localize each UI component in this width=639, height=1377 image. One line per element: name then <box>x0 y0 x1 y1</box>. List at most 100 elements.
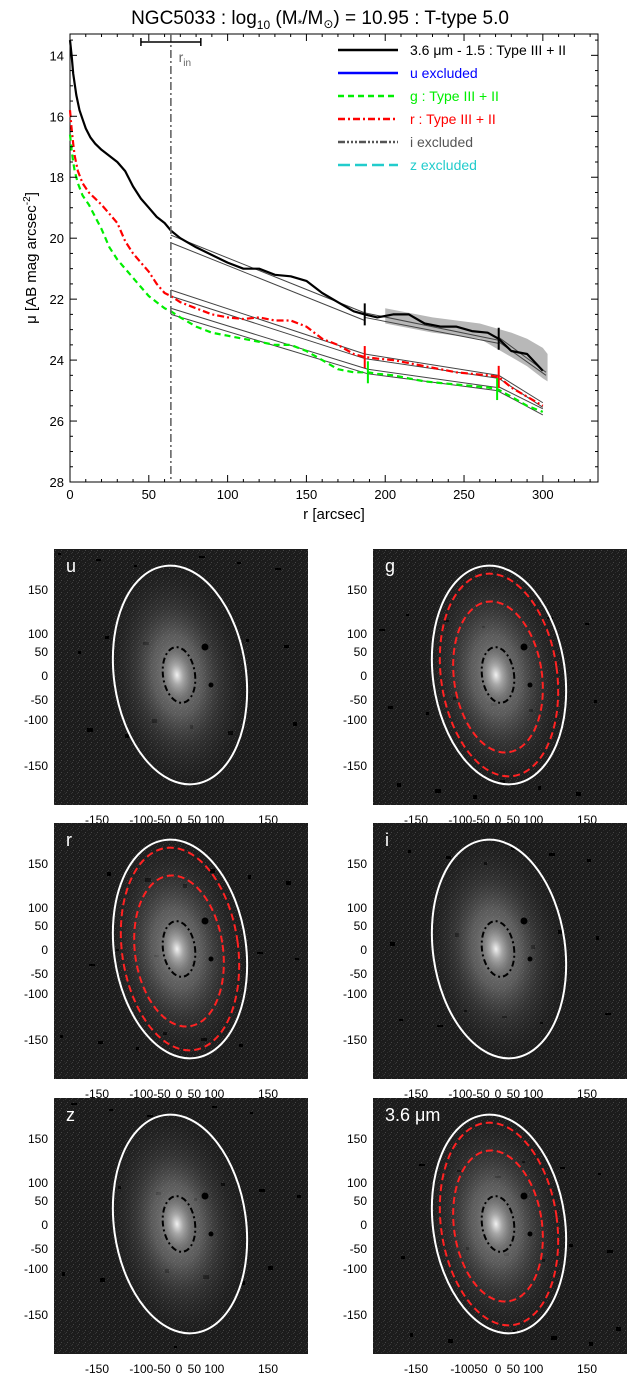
title-suffix: ) = 10.95 : T-type 5.0 <box>333 8 509 29</box>
fit-line-7 <box>170 295 365 360</box>
masked-patch <box>199 556 205 558</box>
legend-label-2: g : Type III + II <box>410 88 499 104</box>
title-sub2: * <box>298 17 303 31</box>
x-tick-label: 300 <box>532 487 554 502</box>
masked-star <box>520 643 528 651</box>
rin-label: rin <box>179 49 191 69</box>
rin-label-sub: in <box>183 58 191 69</box>
panel-y-tick-label: -50 <box>31 693 49 707</box>
masked-star <box>201 643 209 651</box>
outer-break-ellipse <box>438 572 560 778</box>
masked-patch <box>401 1256 405 1259</box>
panel-y-tick-label: -100 <box>343 713 367 727</box>
panel-x-tick-label: -10050 <box>450 1362 488 1376</box>
masked-patch <box>174 1346 177 1348</box>
panel-y-tick-label: 0 <box>41 1218 48 1232</box>
y-ticks: 14 16 18 20 22 24 26 28 <box>50 39 598 490</box>
title-mid2: /M <box>302 8 323 29</box>
panel-y-tick-label: 0 <box>360 943 367 957</box>
series-lines <box>68 39 544 413</box>
masked-patch <box>71 1103 77 1105</box>
panel-y-tick-label: 50 <box>35 919 49 933</box>
panel-y-tick-label: 150 <box>28 1132 48 1146</box>
masked-patch <box>96 559 101 561</box>
panel-x-tick-label: 150 <box>258 1362 278 1376</box>
masked-patch <box>560 1167 565 1169</box>
panel-y-tick-label: -150 <box>343 1033 367 1047</box>
masked-patch <box>569 1244 573 1247</box>
panel-label: r <box>66 830 72 850</box>
panel-4: i 150 100 50 0 -50 -100 -150 -150 -100-50 0 50 100 1… <box>343 823 627 1101</box>
panel-y-tick-label: 50 <box>35 1194 49 1208</box>
panel-y-tick-label: 150 <box>28 583 48 597</box>
x-tick-label: 150 <box>296 487 318 502</box>
inner-break-ellipse <box>133 874 225 1028</box>
series-line-r <box>68 110 544 407</box>
masked-patch <box>100 1278 105 1282</box>
legend-label-1: u excluded <box>410 65 478 81</box>
fit-line-10 <box>498 374 544 404</box>
masked-patch <box>406 614 409 616</box>
panel-x-tick-label: 150 <box>258 1087 278 1101</box>
masked-patch <box>237 562 241 564</box>
ylabel-sup: -2 <box>22 196 33 205</box>
panel-x-tick-label: 0 <box>495 813 502 827</box>
panel-y-tick-label: 100 <box>347 627 367 641</box>
masked-patch <box>605 1013 611 1015</box>
masked-patch <box>98 1041 103 1044</box>
masked-patch <box>297 1195 301 1198</box>
outer-ellipse <box>430 564 568 786</box>
masked-patch <box>379 629 385 631</box>
series-line-g <box>68 134 544 413</box>
y-axis-label: μ [AB mag arcsec-2] <box>22 192 40 324</box>
panel-y-tick-label: -100 <box>24 1262 48 1276</box>
inner-break-ellipse <box>452 600 544 754</box>
masked-star <box>201 1192 209 1200</box>
panel-x-tick-label: 0 <box>176 1087 183 1101</box>
masked-patch <box>286 881 291 885</box>
panel-x-tick-label: 0 <box>176 1362 183 1376</box>
masked-patch <box>89 964 95 966</box>
masked-star <box>208 682 214 688</box>
masked-patch <box>435 789 441 793</box>
masked-patch <box>268 1266 273 1270</box>
panel-x-tick-label: 150 <box>577 1362 597 1376</box>
panel-label: g <box>385 556 395 576</box>
panel-x-tick-label: 0 <box>495 1087 502 1101</box>
masked-patch <box>257 952 263 954</box>
masked-patch <box>246 639 249 642</box>
panel-y-tick-label: 50 <box>354 919 368 933</box>
fit-line-17 <box>496 390 544 416</box>
panel-y-tick-label: 100 <box>28 627 48 641</box>
y-tick-label: 28 <box>50 475 64 490</box>
fit-line-8 <box>364 353 499 376</box>
masked-patch <box>388 706 393 709</box>
panel-5: z 150 100 50 0 -50 -100 -150 -150 -100-50 0 50 100 1… <box>24 1098 308 1376</box>
panel-y-tick-label: -100 <box>343 987 367 1001</box>
series-line-3-6-m-1-5 <box>68 39 544 372</box>
panel-label: z <box>66 1105 75 1125</box>
panel-y-tick-label: 100 <box>28 901 48 915</box>
legend-label-0: 3.6 μm - 1.5 : Type III + II <box>410 42 566 58</box>
panel-x-tick-label: 50 100 <box>507 1362 544 1376</box>
masked-patch <box>109 1109 113 1111</box>
panel-y-tick-label: -50 <box>31 1242 49 1256</box>
masked-patch <box>60 1035 63 1038</box>
panel-x-tick-label: -100-50 <box>448 1087 490 1101</box>
masked-patch <box>62 1272 65 1276</box>
panel-3: r 150 100 50 0 -50 -100 -150 -150 -100-50 0 50 100 1… <box>24 823 308 1101</box>
panel-y-tick-label: -100 <box>24 713 48 727</box>
panel-y-tick-label: 0 <box>41 943 48 957</box>
break-markers <box>363 303 500 401</box>
outer-ellipse <box>430 1113 568 1335</box>
legend-label-3: r : Type III + II <box>410 111 496 127</box>
fit-line-2 <box>364 312 499 341</box>
panel-x-tick-label: 50 100 <box>507 1087 544 1101</box>
masked-star <box>520 1192 528 1200</box>
panel-x-tick-label: -150 <box>404 1362 428 1376</box>
masked-patch <box>589 1342 593 1346</box>
surface-brightness-chart: NGC5033 : log10 (M*/M⊙) = 10.95 : T-type… <box>22 8 599 523</box>
